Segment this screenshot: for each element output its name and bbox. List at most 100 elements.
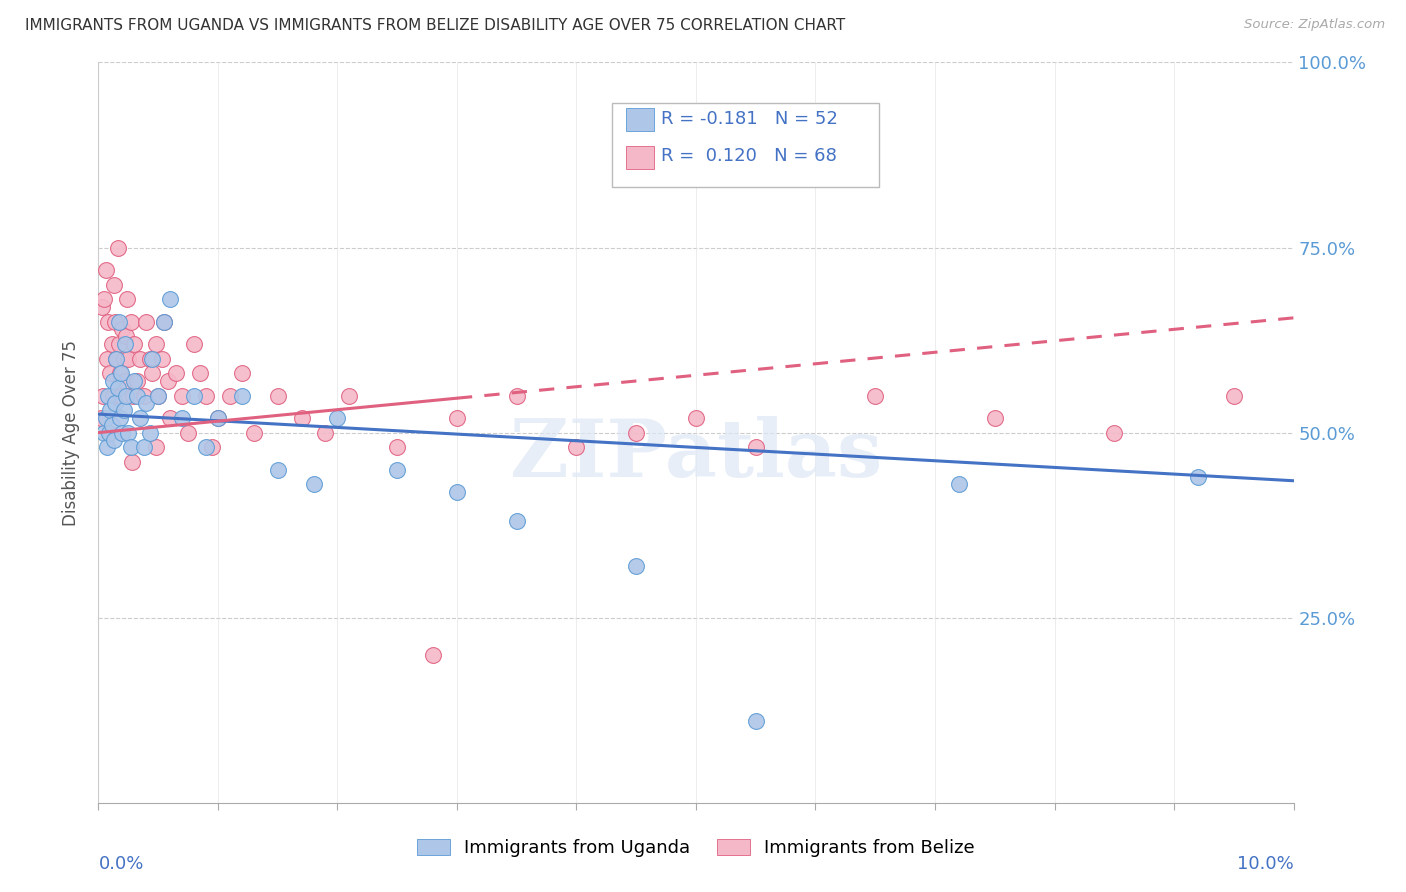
Point [267,462,290,476]
Point [865,388,887,402]
Point [105,351,128,366]
Point [219,388,242,402]
Point [98,425,121,440]
Point [91,388,114,402]
Point [107,336,129,351]
Point [90,410,112,425]
Point [984,410,1007,425]
Point [129,410,152,425]
Point [626,558,648,573]
Point [1187,470,1209,484]
Point [145,336,167,351]
Point [107,314,129,328]
Point [1223,388,1246,402]
Point [112,403,135,417]
Text: IMMIGRANTS FROM UGANDA VS IMMIGRANTS FROM BELIZE DISABILITY AGE OVER 75 CORRELAT: IMMIGRANTS FROM UGANDA VS IMMIGRANTS FRO… [25,18,845,33]
Point [108,367,131,381]
Point [108,410,131,425]
Point [302,477,325,491]
Point [159,293,181,307]
Point [948,477,970,491]
Text: ZIPatlas: ZIPatlas [510,416,882,494]
Point [195,441,218,455]
Point [103,277,125,292]
Point [117,425,139,440]
Point [267,388,290,402]
Point [139,351,162,366]
Point [745,441,768,455]
Point [188,367,211,381]
Point [745,714,768,729]
Point [135,314,157,328]
Point [422,648,444,662]
Point [117,351,139,366]
Point [446,410,468,425]
Point [121,455,143,469]
Point [156,374,179,388]
Point [685,410,707,425]
Point [231,367,253,381]
Point [385,462,409,476]
Point [107,381,129,395]
Point [114,336,136,351]
Point [97,388,120,402]
Point [183,336,205,351]
Point [231,388,253,402]
Point [145,441,167,455]
Point [124,336,146,351]
Point [100,336,122,351]
Point [172,388,194,402]
Point [101,374,124,388]
Point [135,396,157,410]
Point [125,374,148,388]
Point [153,314,176,328]
Text: R =  0.120   N = 68: R = 0.120 N = 68 [661,147,837,165]
Point [141,351,163,366]
Point [315,425,337,440]
Point [207,410,229,425]
Text: 10.0%: 10.0% [1237,855,1294,872]
Point [506,515,529,529]
Point [201,441,224,455]
Point [96,441,118,455]
Point [153,314,176,328]
Text: Source: ZipAtlas.com: Source: ZipAtlas.com [1244,18,1385,31]
Point [141,367,163,381]
Point [91,300,114,314]
Point [111,425,134,440]
Point [110,367,132,381]
Text: 0.0%: 0.0% [98,855,143,872]
Point [112,351,135,366]
Point [326,410,349,425]
Legend: Immigrants from Uganda, Immigrants from Belize: Immigrants from Uganda, Immigrants from … [411,831,981,864]
Point [98,367,122,381]
Point [98,403,122,417]
Point [94,262,117,277]
Point [124,374,146,388]
Point [207,410,229,425]
Point [177,425,200,440]
Point [125,388,148,402]
Point [165,367,187,381]
Point [446,484,468,499]
Point [565,441,588,455]
Point [148,388,170,402]
Point [101,388,124,402]
Point [115,329,138,343]
Point [100,418,122,433]
Point [159,410,181,425]
Point [111,322,134,336]
Point [96,351,118,366]
Y-axis label: Disability Age Over 75: Disability Age Over 75 [62,340,80,525]
Text: R = -0.181   N = 52: R = -0.181 N = 52 [661,110,838,128]
Point [385,441,409,455]
Point [150,351,173,366]
Point [132,441,155,455]
Point [120,314,142,328]
Point [195,388,218,402]
Point [93,293,115,307]
Point [339,388,361,402]
Point [94,410,117,425]
Point [122,388,145,402]
Point [183,388,205,402]
